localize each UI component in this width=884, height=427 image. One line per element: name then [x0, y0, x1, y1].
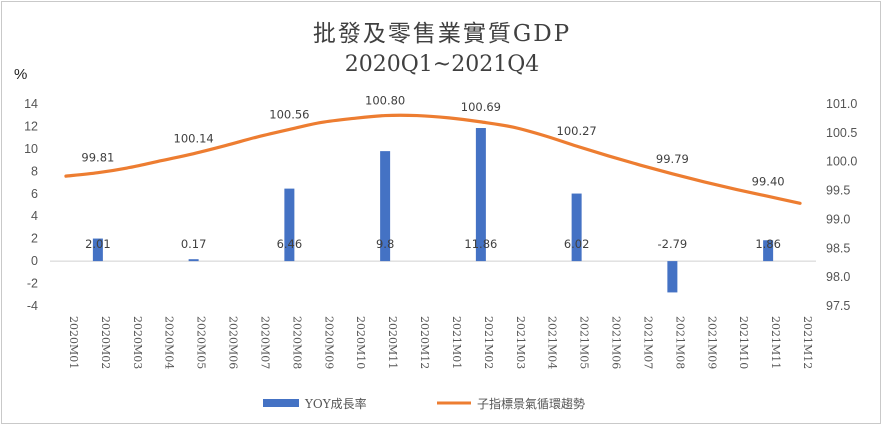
- x-tick-label: 2021M09: [705, 316, 718, 369]
- trend-line: [64, 113, 802, 205]
- line-data-label: 99.79: [656, 152, 689, 166]
- left-tick-label: 0: [31, 254, 38, 268]
- legend: YOY成長率 子指標景氣循環趨勢: [263, 396, 585, 411]
- bar-data-label: 9.8: [376, 237, 394, 251]
- x-tick-label: 2021M06: [610, 316, 623, 369]
- line-series: [64, 113, 802, 205]
- right-tick-label: 98.0: [826, 270, 850, 284]
- bar-data-label: 6.46: [277, 237, 303, 251]
- left-tick-label: 12: [24, 119, 38, 133]
- legend-label-bar: YOY成長率: [304, 396, 367, 411]
- line-data-label: 99.40: [752, 174, 785, 188]
- bar-data-label: 2.01: [85, 237, 111, 251]
- x-tick-label: 2021M11: [769, 316, 782, 369]
- bar: [763, 240, 774, 262]
- right-axis: 101.0 100.5 100.0 99.5 99.0 98.5 98.0 97.5: [826, 97, 857, 313]
- x-tick-label: 2020M05: [195, 316, 208, 369]
- left-axis-unit: %: [14, 66, 28, 83]
- x-tick-label: 2021M03: [514, 316, 527, 369]
- bar: [188, 259, 199, 262]
- left-tick-label: 2: [31, 232, 38, 246]
- x-tick-label: 2020M04: [163, 316, 176, 369]
- left-tick-label: -4: [27, 299, 38, 313]
- right-tick-label: 97.5: [826, 299, 850, 313]
- x-tick-label: 2020M07: [258, 316, 271, 369]
- bar-data-label: -2.79: [657, 237, 687, 251]
- x-tick-label: 2021M10: [737, 316, 750, 369]
- x-tick-label: 2021M02: [482, 316, 495, 369]
- bar: [571, 193, 582, 262]
- line-data-label: 100.27: [557, 124, 597, 138]
- line-data-label: 100.80: [365, 94, 405, 108]
- x-axis: 2020M01 2020M02 2020M03 2020M04 2020M05 2020M…: [50, 260, 816, 369]
- left-tick-label: 6: [31, 187, 38, 201]
- bar: [284, 188, 295, 262]
- legend-swatch-bar: [263, 399, 299, 407]
- x-tick-label: 2020M09: [322, 316, 335, 369]
- bar: [92, 238, 103, 262]
- x-tick-label: 2020M03: [131, 316, 144, 369]
- line-data-label: 100.69: [461, 100, 501, 114]
- bar-data-label: 6.02: [564, 237, 590, 251]
- legend-label-line: 子指標景氣循環趨勢: [477, 396, 585, 411]
- x-tick-label: 2021M04: [546, 316, 559, 369]
- left-tick-label: -2: [27, 277, 38, 291]
- x-tick-label: 2020M11: [386, 316, 399, 369]
- line-data-label: 100.56: [269, 107, 309, 121]
- bar-data-label: 0.17: [181, 237, 207, 251]
- bar: [475, 128, 486, 262]
- bar: [667, 261, 678, 293]
- chart-title: 批發及零售業實質GDP: [312, 21, 572, 47]
- x-tick-label: 2020M06: [227, 316, 240, 369]
- left-tick-label: 14: [24, 97, 38, 111]
- left-tick-label: 10: [24, 142, 38, 156]
- bar-data-label: 11.86: [464, 237, 497, 251]
- x-tick-label: 2021M12: [801, 316, 814, 369]
- x-tick-label: 2021M05: [578, 316, 591, 369]
- line-data-label: 100.14: [174, 132, 214, 146]
- data-labels: 2.01 0.17 6.46 9.8 11.86 6.02 -2.79 1.86 99.81 10…: [81, 94, 784, 252]
- bar: [380, 151, 391, 262]
- x-tick-label: 2021M08: [673, 316, 686, 369]
- x-tick-label: 2020M02: [99, 316, 112, 369]
- chart-subtitle: 2020Q1~2021Q4: [344, 52, 540, 77]
- right-tick-label: 99.0: [826, 212, 850, 226]
- x-tick-label: 2020M10: [354, 316, 367, 369]
- right-tick-label: 98.5: [826, 241, 850, 255]
- x-tick-label: 2020M01: [67, 316, 80, 369]
- left-tick-label: 4: [31, 209, 38, 223]
- right-tick-label: 101.0: [826, 97, 857, 111]
- line-data-label: 99.81: [81, 151, 114, 165]
- x-tick-label: 2020M12: [418, 316, 431, 369]
- bar-data-label: 1.86: [755, 237, 781, 251]
- x-tick-label: 2021M07: [641, 316, 654, 369]
- bar-series: [92, 128, 774, 293]
- left-tick-label: 8: [31, 164, 38, 178]
- left-axis: 14 12 10 8 6 4 2 0 -2 -4: [24, 97, 38, 313]
- right-tick-label: 100.5: [826, 126, 857, 140]
- right-tick-label: 99.5: [826, 184, 850, 198]
- x-tick-label: 2020M08: [290, 316, 303, 369]
- x-tick-label: 2021M01: [450, 316, 463, 369]
- right-tick-label: 100.0: [826, 155, 857, 169]
